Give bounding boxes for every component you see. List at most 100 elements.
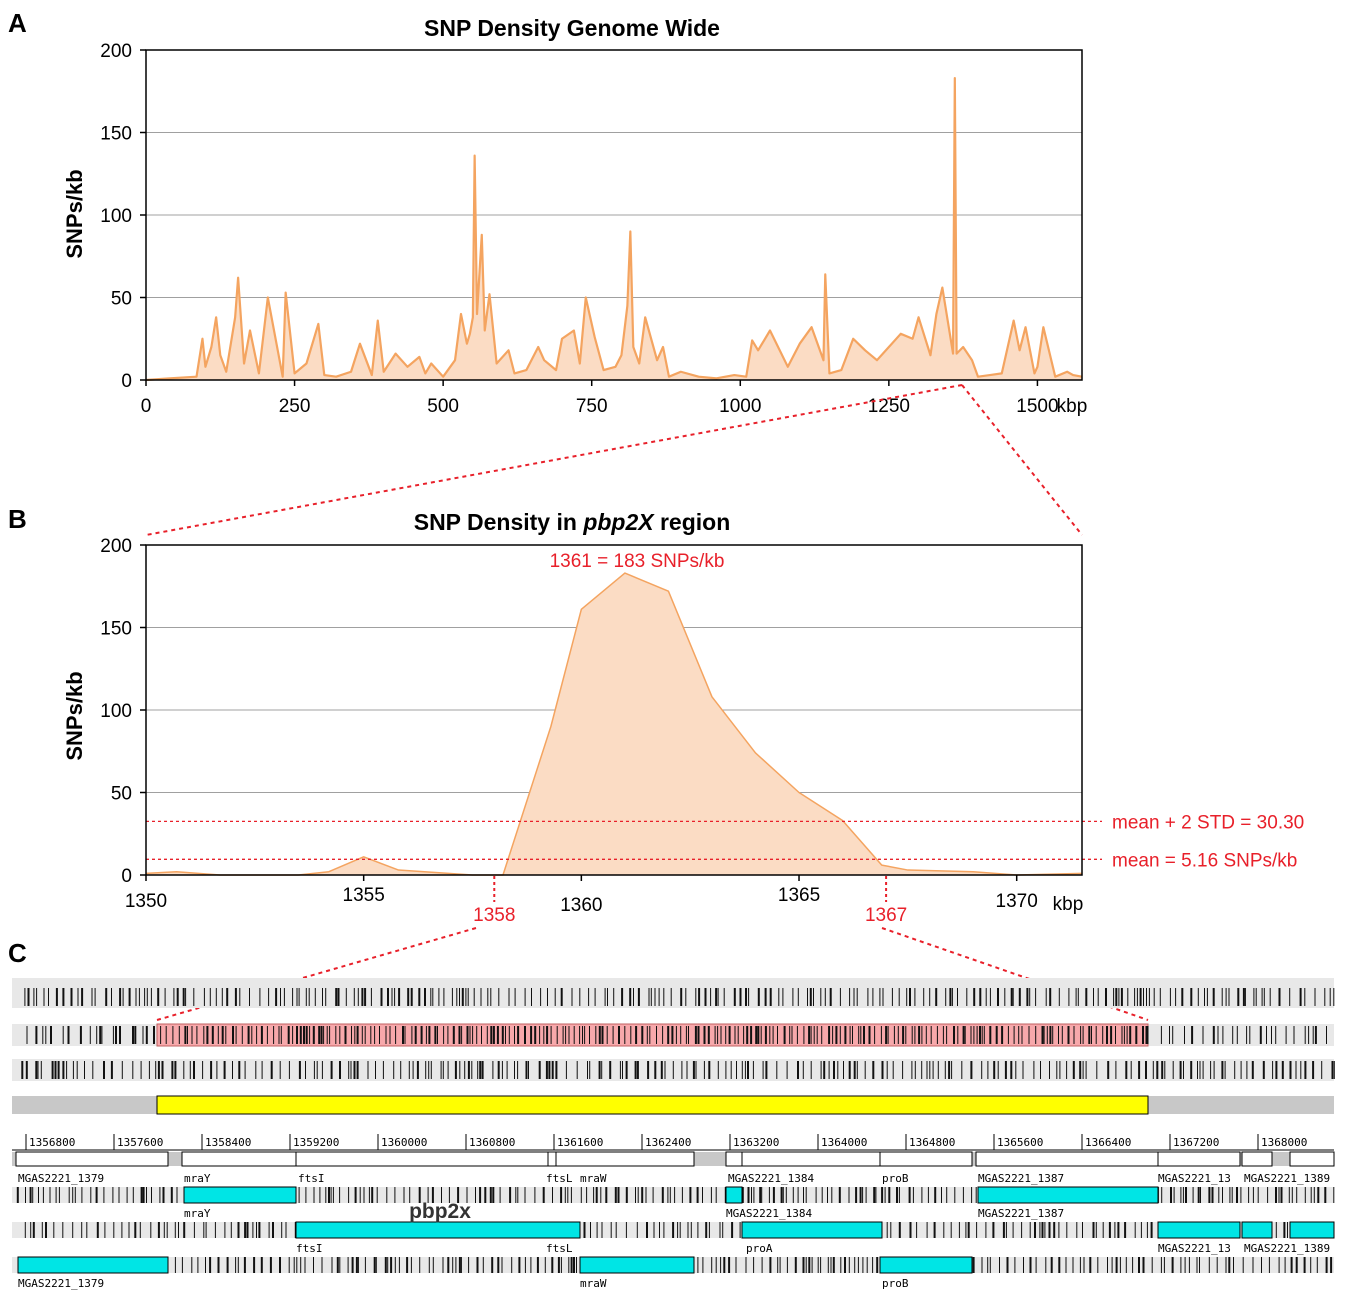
snp-tick xyxy=(1021,1026,1023,1044)
snp-tick xyxy=(873,1187,876,1203)
snp-tick xyxy=(831,1187,833,1203)
snp-tick xyxy=(1018,1026,1020,1044)
snp-tick xyxy=(121,1061,123,1079)
frame-gene-label: proA xyxy=(746,1242,773,1255)
snp-tick xyxy=(854,1257,856,1273)
gene-orf xyxy=(183,1186,297,1204)
snp-tick xyxy=(21,1061,24,1079)
snp-tick xyxy=(1172,1026,1174,1044)
snp-tick xyxy=(1240,1061,1242,1079)
snp-tick xyxy=(612,1026,614,1044)
snp-tick xyxy=(467,1061,470,1079)
coord-label: 1357600 xyxy=(117,1136,163,1149)
gene-box xyxy=(181,1151,297,1167)
x-tick-label: 1500 xyxy=(1016,396,1058,417)
snp-tick xyxy=(828,1061,830,1079)
snp-tick xyxy=(209,988,211,1006)
snp-tick xyxy=(762,1061,764,1079)
snp-tick xyxy=(1228,988,1230,1006)
snp-tick xyxy=(934,1187,937,1203)
snp-tick xyxy=(105,988,108,1006)
snp-tick xyxy=(1118,988,1120,1006)
snp-tick xyxy=(1240,1187,1242,1203)
snp-tick xyxy=(1259,1026,1262,1044)
genome-browser: 1356800 1357600 1358400 1359200 1360000 13608… xyxy=(12,978,1335,1290)
snp-tick xyxy=(1202,1026,1204,1044)
chart-b-ylabel: SNPs/kb xyxy=(62,671,87,760)
snp-tick xyxy=(385,1026,387,1044)
snp-tick xyxy=(1314,1026,1317,1044)
snp-tick xyxy=(330,1061,333,1079)
snp-tick xyxy=(658,988,660,1006)
snp-tick xyxy=(820,1257,822,1273)
snp-tick xyxy=(962,1187,964,1203)
snp-tick xyxy=(160,1026,162,1044)
snp-tick xyxy=(769,1026,771,1044)
snp-tick xyxy=(614,1187,617,1203)
snp-tick xyxy=(967,1222,970,1238)
snp-tick xyxy=(634,1061,637,1079)
snp-tick xyxy=(492,1061,494,1079)
snp-tick xyxy=(1190,988,1193,1006)
gene-orf xyxy=(977,1186,1159,1204)
snp-tick xyxy=(778,988,780,1006)
snp-tick xyxy=(279,1257,281,1273)
snp-tick xyxy=(260,1026,263,1044)
snp-tick xyxy=(1324,988,1326,1006)
snp-tick xyxy=(672,1222,675,1238)
density-area xyxy=(146,573,1082,875)
snp-tick xyxy=(625,1222,627,1238)
snp-tick xyxy=(1029,1222,1031,1238)
snp-tick xyxy=(582,1026,583,1044)
snp-tick xyxy=(374,1026,376,1044)
snp-tick xyxy=(287,1026,290,1044)
snp-tick xyxy=(1172,1061,1174,1079)
snp-tick xyxy=(329,1026,331,1044)
snp-tick xyxy=(1304,988,1306,1006)
snp-tick xyxy=(308,988,310,1006)
snp-tick xyxy=(225,1026,227,1044)
snp-tick xyxy=(183,1061,185,1079)
snp-tick xyxy=(753,1187,755,1203)
snp-tick xyxy=(689,1187,692,1203)
snp-tick xyxy=(173,988,175,1006)
snp-tick xyxy=(911,1026,913,1044)
snp-tick xyxy=(1082,1222,1083,1238)
snp-tick xyxy=(925,1026,927,1044)
snp-tick xyxy=(364,1026,366,1044)
snp-tick xyxy=(809,988,812,1006)
snp-tick xyxy=(1324,1187,1327,1203)
snp-tick xyxy=(74,1187,76,1203)
snp-tick xyxy=(72,1222,74,1238)
snp-tick xyxy=(1012,1222,1014,1238)
snp-tick xyxy=(161,1061,164,1079)
snp-tick xyxy=(858,1026,860,1044)
snp-tick xyxy=(564,1187,566,1203)
snp-tick xyxy=(517,1026,520,1044)
snp-tick xyxy=(662,1026,664,1044)
snp-tick xyxy=(1234,1061,1236,1079)
snp-tick xyxy=(182,988,185,1006)
snp-tick xyxy=(144,988,146,1006)
snp-tick xyxy=(24,1222,26,1238)
snp-tick xyxy=(1289,1061,1292,1079)
snp-tick xyxy=(1278,1187,1280,1203)
snp-tick xyxy=(170,1187,173,1203)
snp-tick xyxy=(810,1026,812,1044)
snp-tick xyxy=(761,1187,763,1203)
snp-tick xyxy=(654,988,656,1006)
snp-tick xyxy=(979,988,982,1006)
snp-tick xyxy=(951,1061,953,1079)
snp-tick xyxy=(1119,1257,1121,1273)
snp-tick xyxy=(1107,1061,1110,1079)
snp-tick xyxy=(552,1187,553,1203)
snp-tick xyxy=(1142,1026,1144,1044)
snp-tick xyxy=(595,1187,598,1203)
snp-tick xyxy=(153,1026,155,1044)
chart-a-ylabel: SNPs/kb xyxy=(62,169,87,258)
zoom-line-left xyxy=(145,384,963,536)
snp-tick xyxy=(498,988,500,1006)
snp-tick xyxy=(157,1222,160,1238)
snp-tick xyxy=(382,1061,384,1079)
snp-tick xyxy=(174,1061,177,1079)
